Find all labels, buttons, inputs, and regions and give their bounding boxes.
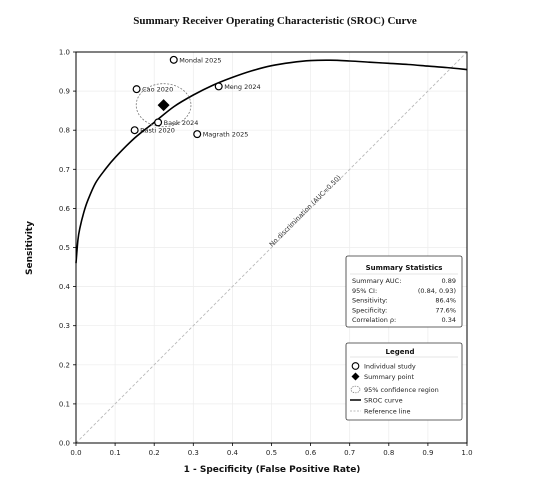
y-tick-label: 0.5 bbox=[59, 244, 70, 252]
x-axis-label: 1 - Specificity (False Positive Rate) bbox=[184, 465, 361, 475]
study-label: Mondal 2025 bbox=[179, 56, 221, 64]
x-axis-ticks: 0.0 0.1 0.2 0.3 0.4 0.5 0.6 0.7 0.8 0.9 1.0 bbox=[70, 443, 473, 457]
y-tick-label: 0.3 bbox=[59, 322, 70, 330]
y-tick-label: 0.2 bbox=[59, 361, 70, 369]
stats-row-value: 0.34 bbox=[442, 316, 456, 324]
stats-row-label: Specificity: bbox=[352, 306, 387, 314]
y-axis-ticks: 0.0 0.1 0.2 0.3 0.4 0.5 0.6 0.7 0.8 0.9 1.0 bbox=[59, 49, 76, 448]
stats-rows: Summary AUC: 0.89 95% CI: (0.84, 0.93) Sensi… bbox=[352, 277, 456, 324]
confidence-region bbox=[135, 83, 192, 128]
stats-row-value: (0.84, 0.93) bbox=[418, 287, 456, 295]
summary-statistics-box: Summary Statistics Summary AUC: 0.89 95% C… bbox=[345, 255, 463, 328]
y-tick-label: 0.1 bbox=[59, 400, 70, 408]
stats-row-label: Correlation ρ: bbox=[352, 316, 396, 324]
legend-reference-line: Reference line bbox=[364, 408, 411, 416]
sroc-curve bbox=[75, 59, 468, 264]
y-tick-label: 0.0 bbox=[59, 440, 70, 448]
y-tick-label: 0.7 bbox=[59, 166, 70, 174]
stats-row-value: 86.4% bbox=[435, 297, 456, 305]
stats-title: Summary Statistics bbox=[366, 264, 443, 272]
study-points: Mondal 2025 Cao 2020 Meng 2024 Baek 2024Ras… bbox=[130, 55, 261, 139]
legend-summary-point: Summary point bbox=[364, 373, 415, 381]
legend-individual-study-marker bbox=[351, 362, 360, 370]
study-label: Rasti 2020 bbox=[140, 127, 175, 135]
x-tick-label: 0.4 bbox=[227, 449, 239, 457]
stats-row-label: Sensitivity: bbox=[352, 297, 388, 305]
legend-confidence-region-marker bbox=[350, 385, 361, 394]
x-tick-label: 0.2 bbox=[149, 449, 160, 457]
y-tick-label: 0.4 bbox=[59, 283, 71, 291]
stats-row-value: 0.89 bbox=[442, 277, 456, 285]
legend-confidence-region: 95% confidence region bbox=[364, 386, 439, 394]
x-tick-label: 0.7 bbox=[344, 449, 355, 457]
legend-sroc-curve: SROC curve bbox=[364, 397, 403, 405]
study-point bbox=[169, 55, 178, 64]
x-tick-label: 0.0 bbox=[70, 449, 81, 457]
study-point bbox=[154, 118, 163, 127]
y-tick-label: 0.8 bbox=[59, 127, 70, 135]
stats-row-label: Summary AUC: bbox=[352, 277, 401, 285]
y-axis-label: Sensitivity bbox=[25, 221, 35, 275]
stats-row-value: 77.6% bbox=[435, 306, 456, 314]
study-point bbox=[214, 82, 223, 91]
legend-summary-point-marker bbox=[351, 372, 360, 381]
legend-title: Legend bbox=[386, 348, 415, 356]
y-tick-label: 1.0 bbox=[59, 49, 70, 57]
legend: Legend Individual study Summary point 95… bbox=[345, 342, 463, 421]
x-tick-label: 0.1 bbox=[110, 449, 121, 457]
legend-frame bbox=[345, 342, 463, 421]
study-label: Cao 2020 bbox=[142, 86, 173, 94]
study-point bbox=[130, 126, 139, 135]
stats-row-label: 95% CI: bbox=[352, 287, 377, 295]
y-tick-label: 0.6 bbox=[59, 205, 71, 213]
x-tick-label: 0.6 bbox=[305, 449, 317, 457]
study-label: Magrath 2025 bbox=[203, 131, 249, 139]
reference-line-label: No discrimination (AUC=0.50) bbox=[268, 174, 343, 249]
x-tick-label: 0.5 bbox=[266, 449, 277, 457]
legend-individual-study: Individual study bbox=[364, 363, 416, 371]
study-point bbox=[132, 85, 141, 94]
x-tick-label: 0.9 bbox=[422, 449, 433, 457]
summary-point bbox=[157, 99, 170, 112]
chart-title: Summary Receiver Operating Characteristi… bbox=[133, 15, 417, 27]
x-tick-label: 0.3 bbox=[188, 449, 199, 457]
x-tick-label: 0.8 bbox=[383, 449, 394, 457]
study-point bbox=[193, 130, 202, 139]
x-tick-label: 1.0 bbox=[461, 449, 472, 457]
reference-line bbox=[75, 51, 468, 444]
study-label: Baek 2024 bbox=[164, 119, 199, 127]
y-tick-label: 0.9 bbox=[59, 88, 70, 96]
study-label: Meng 2024 bbox=[224, 83, 260, 91]
